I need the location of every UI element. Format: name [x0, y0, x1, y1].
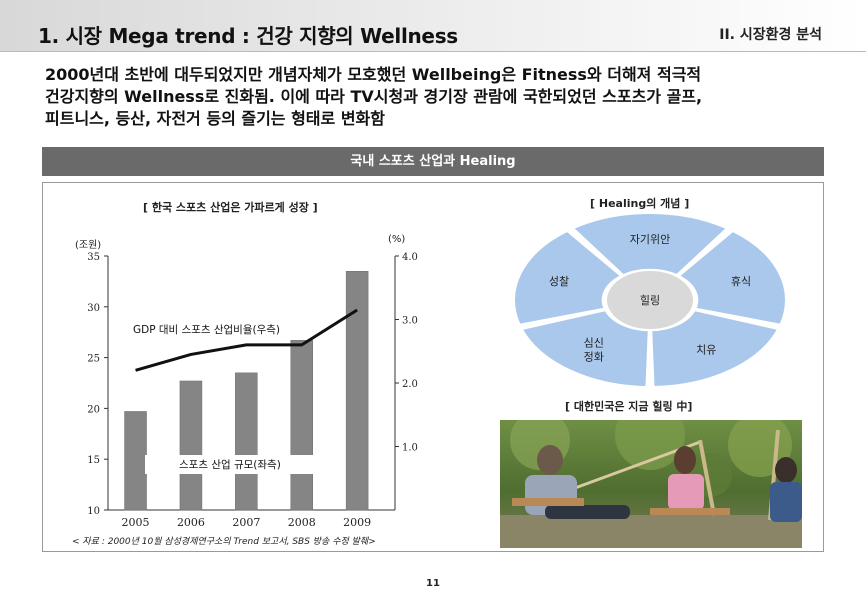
healing-segment-label: 성찰 [549, 275, 569, 288]
healing-center [605, 269, 695, 331]
chart-title: [ 한국 스포츠 산업은 가파르게 성장 ] [143, 201, 318, 214]
left-tick-label: 30 [87, 303, 100, 314]
right-tick-label: 2.0 [402, 379, 418, 390]
people-relaxing-illustration [500, 420, 802, 548]
right-tick-label: 1.0 [402, 443, 418, 454]
category-label-2009: 2009 [343, 516, 371, 529]
bar-series-label: 스포츠 산업 규모(좌측) [145, 455, 315, 474]
healing-segment [676, 229, 787, 326]
category-label-2005: 2005 [122, 516, 150, 529]
intro-line: 2000년대 초반에 대두되었지만 개념자체가 모호했던 Wellbeing은 … [45, 65, 702, 84]
content-frame [42, 182, 824, 552]
bar-2009 [345, 270, 369, 511]
slide-title: 1. 시장 Mega trend : 건강 지향의 Wellness [38, 24, 458, 48]
left-tick-label: 35 [87, 252, 100, 263]
healing-segment-label: 치유 [696, 344, 716, 357]
left-tick-label: 10 [87, 506, 100, 517]
left-tick-label: 15 [87, 455, 100, 466]
slide-header: 1. 시장 Mega trend : 건강 지향의 Wellness II. 시… [0, 0, 866, 52]
bar-2008 [290, 340, 313, 511]
healing-segment-label: 휴식 [731, 275, 751, 288]
healing-segment [650, 308, 780, 388]
intro-paragraph: 2000년대 초반에 대두되었지만 개념자체가 모호했던 Wellbeing은 … [45, 64, 835, 130]
healing-segment-label: 심신 [584, 337, 604, 350]
category-label-2006: 2006 [177, 516, 205, 529]
line-series-label: GDP 대비 스포츠 산업비율(우측) [133, 322, 281, 337]
bar-2005 [124, 411, 147, 511]
healing-title: [ Healing의 개념 ] [590, 197, 690, 210]
healing-segment [513, 229, 624, 326]
intro-line: 피트니스, 등산, 자전거 등의 즐기는 형태로 변화함 [45, 109, 385, 128]
section-label: II. 시장환경 분석 [719, 27, 822, 43]
healing-photo [500, 420, 802, 548]
bar-2006 [179, 380, 203, 511]
healing-segment-label: 정화 [584, 351, 604, 364]
right-tick-label: 4.0 [402, 252, 418, 263]
intro-line: 건강지향의 Wellness로 진화됨. 이에 따라 TV시청과 경기장 관람에… [45, 87, 703, 106]
right-axis-unit: (%) [388, 234, 406, 245]
gdp-ratio-line [135, 308, 358, 372]
left-axis-unit: (조원) [75, 240, 102, 251]
healing-segment-label: 자기위안 [630, 233, 670, 246]
page-number: 11 [426, 578, 440, 589]
category-label-2008: 2008 [288, 516, 316, 529]
section-band: 국내 스포츠 산업과 Healing [42, 147, 824, 176]
source-note: < 자료 : 2000년 10월 삼성경제연구소의 Trend 보고서, SBS… [72, 537, 376, 547]
left-tick-label: 25 [87, 354, 100, 365]
bar-2007 [235, 372, 258, 511]
photo-caption: [ 대한민국은 지금 힐링 中] [565, 400, 693, 413]
healing-center-label: 힐링 [640, 294, 660, 307]
category-label-2007: 2007 [232, 516, 260, 529]
right-tick-label: 3.0 [402, 316, 418, 327]
left-tick-label: 20 [87, 404, 100, 415]
